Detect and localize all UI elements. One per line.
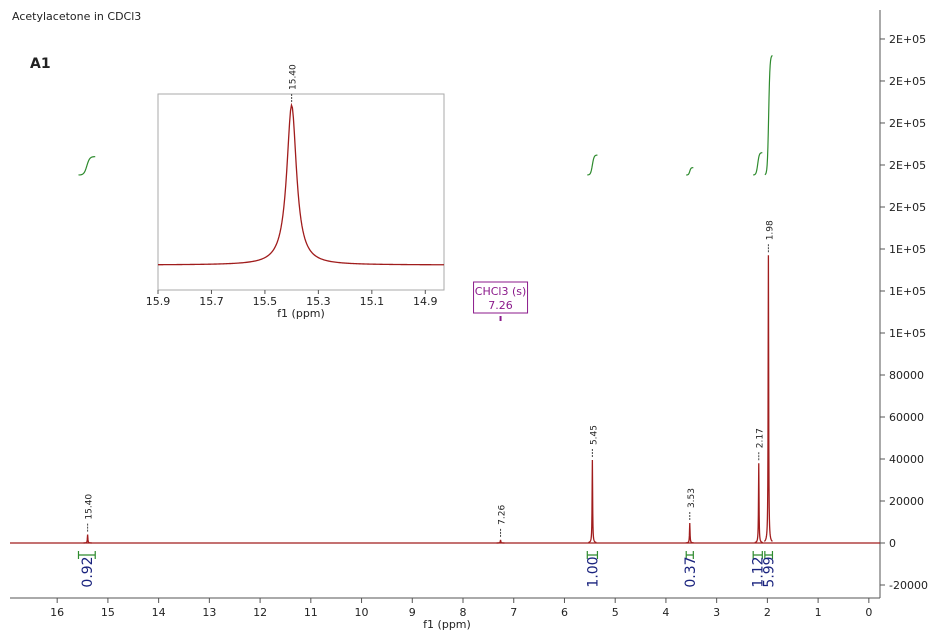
integral-curve <box>764 54 773 176</box>
inset-x-tick-label: 14.9 <box>413 295 438 308</box>
integral-label: 0.37 <box>683 556 699 587</box>
x-tick-label: 9 <box>409 606 416 619</box>
y-tick-label: 20000 <box>889 495 924 508</box>
integral-curve <box>587 154 598 176</box>
y-tick-label: 80000 <box>889 369 924 382</box>
x-tick-label: 12 <box>253 606 267 619</box>
integral-bracket <box>586 551 599 559</box>
integral-curve <box>78 156 96 176</box>
peak-label: 7.26 <box>498 505 508 525</box>
y-tick-label: 0 <box>889 537 896 550</box>
integral-curve <box>686 167 694 176</box>
integral-label: 0.92 <box>80 556 96 587</box>
chart-title: Acetylacetone in CDCl3 <box>12 10 141 23</box>
x-tick-label: 0 <box>865 606 872 619</box>
panel-label: A1 <box>30 56 51 72</box>
annotation-box <box>473 281 529 314</box>
peak <box>685 523 694 544</box>
inset-x-tick-label: 15.1 <box>360 295 385 308</box>
y-tick-label: 2E+05 <box>889 33 926 46</box>
x-tick-label: 8 <box>460 606 467 619</box>
peak <box>83 534 92 544</box>
peak <box>588 460 597 544</box>
integral-bracket <box>77 551 96 559</box>
y-tick-label: 1E+05 <box>889 285 926 298</box>
inset-x-tick-label: 15.5 <box>253 295 278 308</box>
y-tick-label: 2E+05 <box>889 201 926 214</box>
peak-label: 5.45 <box>589 425 599 445</box>
integral-bracket <box>752 551 763 559</box>
x-tick-label: 14 <box>152 606 166 619</box>
inset-peak <box>158 102 444 266</box>
integral-label: 5.99 <box>762 556 778 587</box>
y-tick-label: 1E+05 <box>889 243 926 256</box>
inset-frame <box>157 93 445 291</box>
integral-label: 1.00 <box>585 556 601 587</box>
x-tick-label: 5 <box>612 606 619 619</box>
x-tick-label: 6 <box>561 606 568 619</box>
peak-label: 2.17 <box>756 428 766 448</box>
integral-curve <box>753 152 763 176</box>
x-tick-label: 1 <box>815 606 822 619</box>
inset-x-tick-label: 15.3 <box>306 295 331 308</box>
x-tick-label: 3 <box>713 606 720 619</box>
integral-bracket <box>685 551 694 559</box>
inset-peak-label: 15.40 <box>289 64 299 90</box>
peak <box>763 255 773 542</box>
inset-x-axis-label: f1 (ppm) <box>277 307 325 320</box>
inset-x-tick-label: 15.7 <box>199 295 224 308</box>
annotation-label: 7.26 <box>488 299 513 312</box>
peak-label: 1.98 <box>765 220 775 240</box>
annotation-text: CHCl3 (s) <box>475 285 527 298</box>
peak-label: 15.40 <box>85 494 95 520</box>
x-tick-label: 7 <box>510 606 517 619</box>
y-tick-label: 1E+05 <box>889 327 926 340</box>
y-tick-label: 60000 <box>889 411 924 424</box>
peak-label: 3.53 <box>687 488 697 508</box>
x-tick-label: 13 <box>202 606 216 619</box>
y-tick-label: -20000 <box>889 579 928 592</box>
y-tick-label: 2E+05 <box>889 75 926 88</box>
x-axis-label: f1 (ppm) <box>423 618 471 631</box>
inset-x-tick-label: 15.9 <box>146 295 171 308</box>
integral-bracket <box>764 551 774 559</box>
peak <box>496 539 505 544</box>
y-tick-label: 2E+05 <box>889 117 926 130</box>
x-tick-label: 10 <box>355 606 369 619</box>
x-tick-label: 2 <box>764 606 771 619</box>
peak <box>754 463 763 544</box>
x-tick-label: 15 <box>101 606 115 619</box>
integral-label: 1.12 <box>751 556 767 587</box>
x-tick-label: 4 <box>662 606 669 619</box>
x-tick-label: 11 <box>304 606 318 619</box>
y-tick-label: 2E+05 <box>889 159 926 172</box>
x-tick-label: 16 <box>50 606 64 619</box>
y-tick-label: 40000 <box>889 453 924 466</box>
